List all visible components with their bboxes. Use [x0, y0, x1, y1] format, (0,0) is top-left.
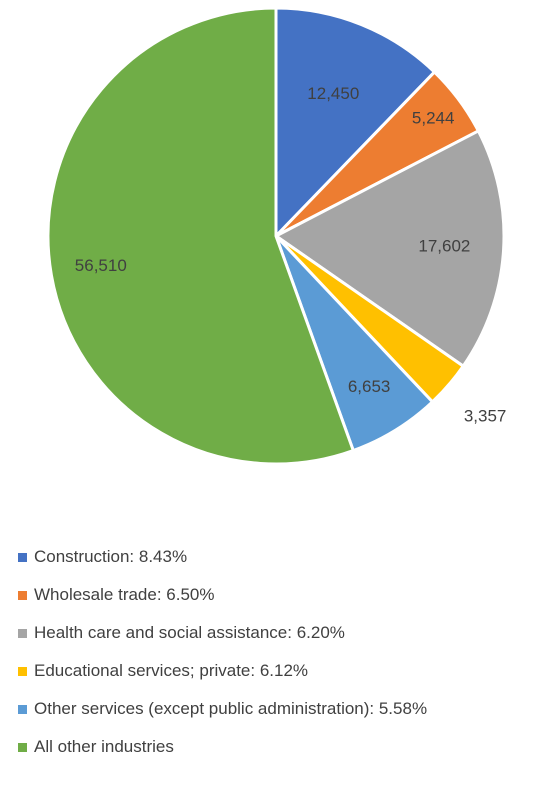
legend-item: Other services (except public administra…	[18, 690, 427, 728]
legend-item: Construction: 8.43%	[18, 538, 427, 576]
legend-swatch	[18, 628, 27, 638]
legend-item: Educational services; private: 6.12%	[18, 652, 427, 690]
legend-swatch	[18, 666, 27, 676]
pie-chart: 12,450 5,244 17,602 3,357 6,653 56,510	[46, 6, 507, 466]
legend-item: Wholesale trade: 6.50%	[18, 576, 427, 614]
pie-slice	[274, 6, 436, 238]
data-label: 12,450	[307, 84, 359, 103]
legend: Construction: 8.43% Wholesale trade: 6.50…	[18, 538, 427, 766]
legend-swatch	[18, 704, 27, 714]
legend-swatch	[18, 742, 27, 752]
legend-label: Health care and social assistance: 6.20%	[34, 623, 345, 642]
legend-swatch	[18, 552, 27, 562]
data-label: 6,653	[348, 377, 391, 396]
legend-label: Construction: 8.43%	[34, 547, 188, 566]
pie-data-labels: 12,450 5,244 17,602 3,357 6,653 56,510	[75, 84, 507, 425]
data-label: 3,357	[464, 406, 507, 425]
legend-label: Educational services; private: 6.12%	[34, 661, 309, 680]
legend-label: All other industries	[34, 737, 174, 756]
data-label: 56,510	[75, 256, 127, 275]
pie-slice	[46, 6, 355, 466]
pie-slices	[46, 6, 506, 466]
pie-slice	[274, 129, 506, 368]
legend-label: Other services (except public administra…	[34, 699, 428, 718]
legend-swatch	[18, 590, 27, 600]
legend-item: Health care and social assistance: 6.20%	[18, 614, 427, 652]
data-label: 17,602	[418, 236, 470, 255]
legend-item: All other industries	[18, 728, 427, 766]
data-label: 5,244	[412, 108, 455, 127]
legend-label: Wholesale trade: 6.50%	[34, 585, 215, 604]
